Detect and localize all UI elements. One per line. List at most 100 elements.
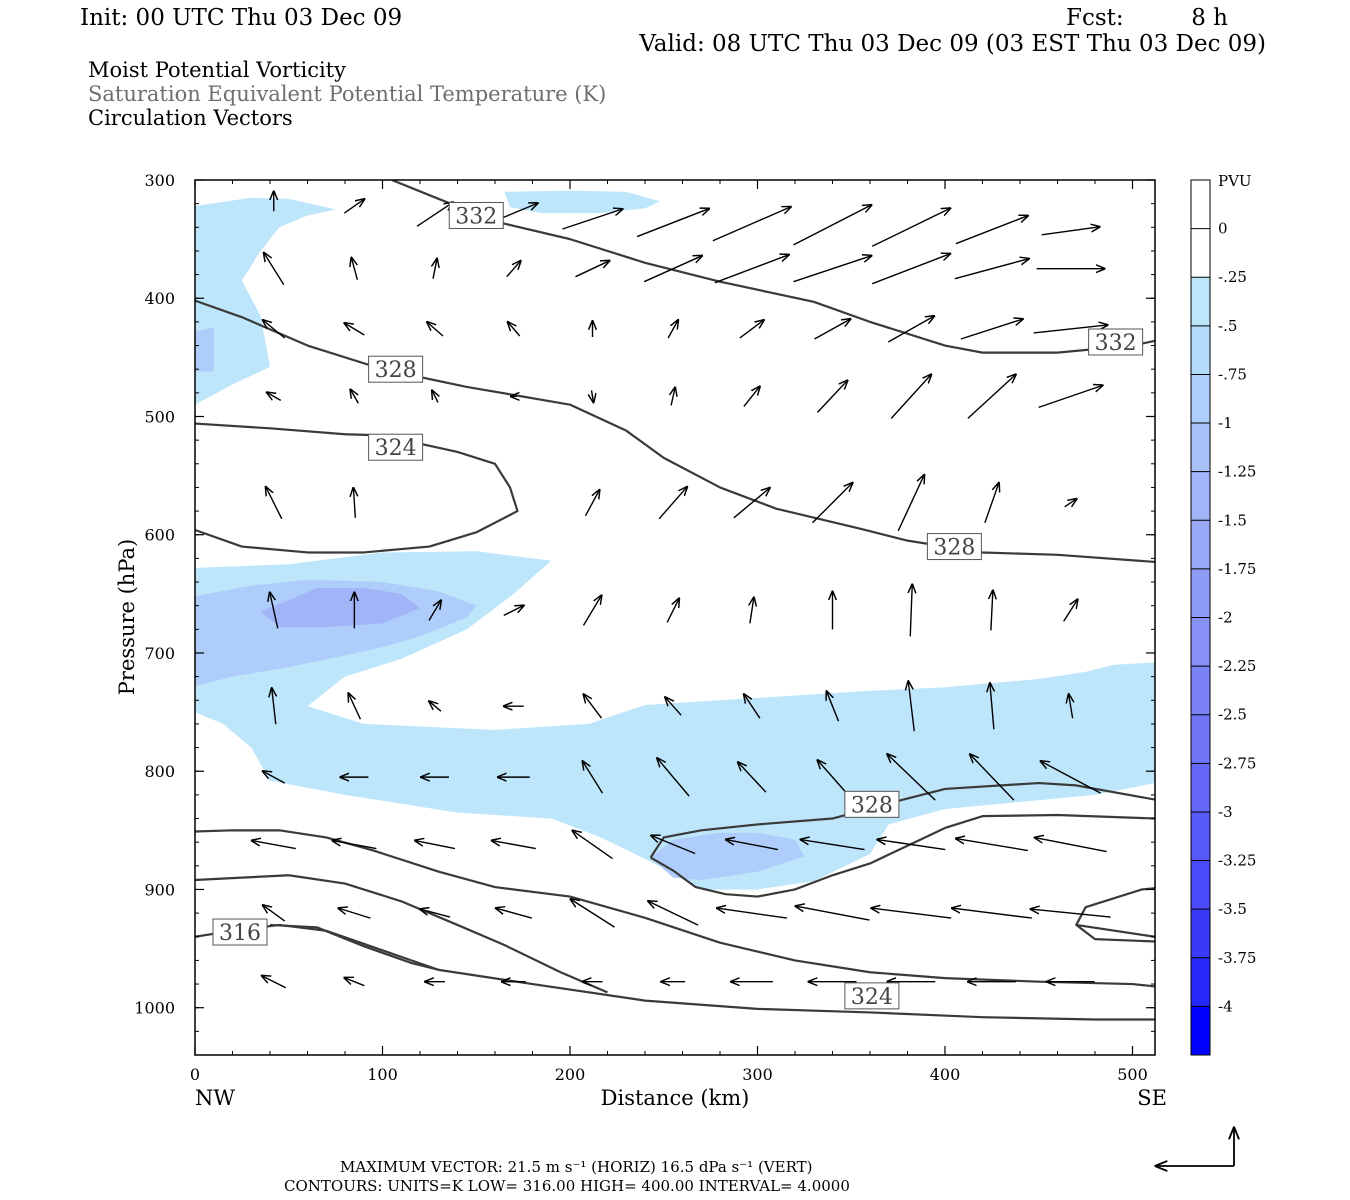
valid-time-label: Valid: 08 UTC Thu 03 Dec 09 (03 EST Thu … [638, 31, 1266, 57]
contour-label-box-4 [926, 533, 982, 561]
colorbar-swatch-7 [1191, 520, 1210, 570]
theta-contour-316-9 [269, 923, 440, 971]
colorbar-label-10: -2.5 [1218, 706, 1247, 724]
y-tick-label-400: 400 [144, 289, 175, 308]
x-tick-label-0: 0 [190, 1065, 200, 1084]
colorbar-swatch-2 [1191, 277, 1210, 327]
circulation-vector-22 [263, 320, 286, 339]
colorbar-swatch-13 [1191, 811, 1210, 862]
circulation-vector-88 [252, 841, 296, 850]
circulation-vector-102 [496, 908, 532, 919]
y-tick-label-300: 300 [144, 171, 175, 190]
y-tick-label-600: 600 [144, 526, 175, 545]
contour-label-box-2 [368, 355, 424, 383]
circulation-vector-39 [743, 386, 760, 407]
colorbar-label-7: -1.75 [1218, 560, 1256, 578]
circulation-vector-87 [1041, 761, 1101, 794]
circulation-vector-96 [877, 840, 946, 851]
colorbar-swatch-11 [1191, 714, 1210, 764]
circulation-vector-30 [887, 316, 934, 343]
circulation-vector-85 [887, 754, 936, 801]
circulation-vector-9 [955, 216, 1028, 245]
circulation-vector-33 [267, 392, 282, 401]
colorbar-swatch-6 [1191, 471, 1210, 521]
contour-label-0: 332 [455, 204, 497, 229]
circulation-vector-84 [818, 760, 849, 795]
circulation-vector-106 [796, 906, 870, 921]
contour-info-note: CONTOURS: UNITS=K LOW= 316.00 HIGH= 400.… [284, 1177, 850, 1195]
circulation-vector-55 [270, 592, 279, 629]
contour-label-7: 324 [851, 985, 893, 1010]
contour-label-4: 328 [933, 536, 975, 561]
colorbar-label-5: -1.25 [1218, 463, 1256, 481]
circulation-vector-65 [1063, 599, 1078, 622]
forecast-hours: 8 h [1191, 5, 1228, 31]
circulation-vector-15 [575, 261, 610, 278]
theta-contour-324-2 [195, 422, 519, 554]
circulation-vector-90 [415, 841, 456, 850]
x-tick-label-200: 200 [555, 1065, 586, 1084]
circulation-vector-25 [508, 322, 521, 337]
circulation-vector-51 [812, 483, 853, 524]
circulation-vector-2 [416, 202, 453, 227]
colorbar-swatch-8 [1191, 568, 1210, 618]
plot-frame [194, 179, 1156, 1056]
x-tick-label-300: 300 [742, 1065, 773, 1084]
theta-contour-328-5 [1075, 887, 1155, 943]
pv-shading-dark-6 [260, 587, 420, 627]
colorbar-swatch-0 [1191, 180, 1210, 230]
circulation-vector-94 [726, 840, 779, 851]
colorbar-unit-label: PVU [1218, 172, 1252, 190]
contour-label-6: 316 [219, 921, 261, 946]
contour-label-box-5 [844, 790, 900, 818]
circulation-vector-34 [350, 389, 359, 404]
circulation-vector-6 [712, 207, 791, 242]
colorbar-label-1: -.25 [1218, 268, 1247, 286]
reference-vector-inset [1156, 1128, 1234, 1166]
field-title-theta-es: Saturation Equivalent Potential Temperat… [88, 82, 606, 106]
circulation-vector-111 [344, 978, 365, 987]
circulation-vector-61 [750, 597, 754, 624]
circulation-vector-91 [492, 841, 536, 850]
colorbar-label-2: -.5 [1218, 317, 1237, 335]
circulation-vector-76 [1069, 694, 1073, 719]
circulation-vector-81 [583, 761, 604, 794]
pv-colorbar: 0 -.25 -.5 -.75 -1 -1.25 -1.5 -1.75 -2 -2.25 -2.5 -… [1190, 179, 1256, 1056]
colorbar-swatch-10 [1191, 666, 1210, 716]
colorbar-label-15: -3.75 [1218, 949, 1256, 967]
circulation-vector-77 [263, 771, 286, 784]
colorbar-label-16: -4 [1218, 997, 1233, 1015]
circulation-vector-64 [991, 590, 993, 631]
circulation-vector-11 [264, 253, 285, 286]
x-axis-right-end-label: SE [1137, 1086, 1167, 1110]
circulation-vector-82 [657, 758, 690, 797]
colorbar-swatch-12 [1191, 763, 1210, 813]
colorbar-swatch-1 [1191, 228, 1210, 278]
colorbar-swatch-9 [1191, 617, 1210, 667]
circulation-vector-93 [651, 836, 696, 855]
circulation-vector-14 [506, 261, 521, 278]
circulation-vector-52 [897, 475, 924, 532]
circulation-vector-5 [636, 209, 709, 238]
contour-label-2: 328 [375, 358, 417, 383]
colorbar-label-11: -2.75 [1218, 754, 1256, 772]
axes: 300 400 500 600 700 800 900 1000 0 100 200 300 400 50… [134, 171, 1155, 1084]
circulation-vector-63 [910, 584, 912, 637]
colorbar-swatch-14 [1191, 860, 1210, 910]
circulation-vector-100 [338, 908, 371, 919]
contour-label-1: 332 [1095, 331, 1137, 356]
x-tick-label-100: 100 [367, 1065, 398, 1084]
circulation-vector-86 [970, 754, 1015, 801]
circulation-vector-38 [671, 387, 675, 406]
circulation-vector-109 [1031, 909, 1111, 918]
circulation-vector-67 [348, 693, 362, 720]
circulation-vector-89 [332, 841, 377, 850]
colorbar-label-8: -2 [1218, 609, 1233, 627]
theta-contour-328-4 [650, 813, 1155, 898]
y-tick-label-700: 700 [144, 644, 175, 663]
theta-contour-324-6 [195, 829, 1155, 988]
contour-label-box-1 [1088, 328, 1144, 356]
colorbar-label-3: -.75 [1218, 365, 1247, 383]
colorbar-swatch-5 [1191, 423, 1210, 473]
